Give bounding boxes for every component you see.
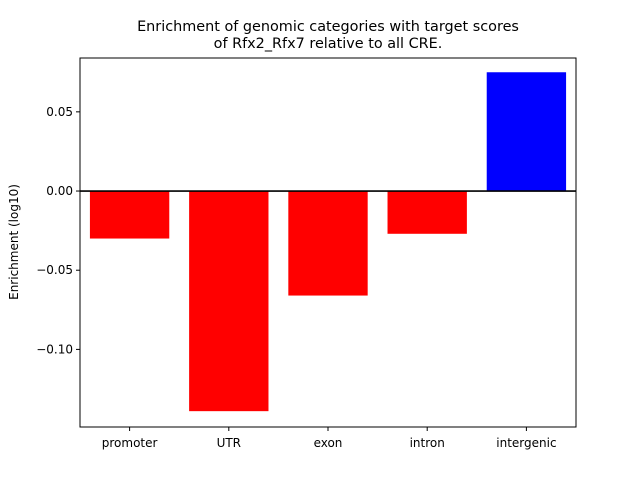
x-tick-label: UTR [217, 436, 241, 450]
bar-UTR [189, 191, 269, 412]
bar-exon [288, 191, 368, 296]
y-tick-label: 0.00 [46, 184, 73, 198]
x-tick-label: promoter [102, 436, 158, 450]
plot-frame [79, 57, 577, 428]
x-ticks: promoter UTR exon intron intergenic [102, 427, 557, 450]
bar-promoter [89, 191, 170, 239]
y-axis-label: Enrichment (log10) [7, 184, 21, 300]
chart-title-line-2: of Rfx2_Rfx7 relative to all CRE. [214, 36, 443, 52]
chart-title-line-1: Enrichment of genomic categories with ta… [137, 19, 519, 35]
bar-intergenic [486, 72, 567, 192]
y-tick-label: 0.05 [46, 105, 73, 119]
x-tick-label: intron [410, 436, 445, 450]
y-tick-label: −0.10 [36, 342, 73, 356]
bar-intron [387, 191, 467, 234]
x-tick-label: exon [314, 436, 343, 450]
y-ticks: 0.05 0.00 −0.05 −0.10 [36, 105, 80, 356]
y-tick-label: −0.05 [36, 263, 73, 277]
x-tick-label: intergenic [496, 436, 556, 450]
bars [89, 72, 567, 412]
